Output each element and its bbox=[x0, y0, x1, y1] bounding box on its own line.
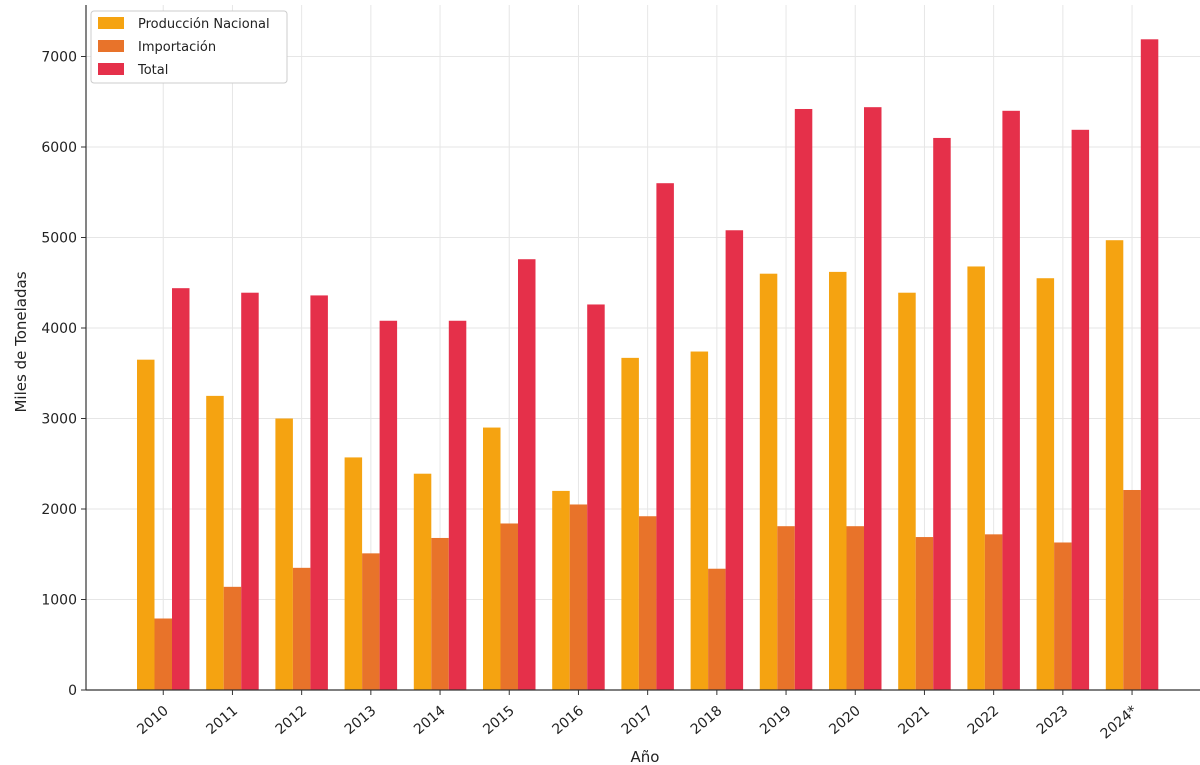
legend-label-total: Total bbox=[137, 63, 168, 78]
bar-2-10 bbox=[864, 107, 882, 691]
x-axis-label: Año bbox=[631, 748, 660, 765]
y-tick-label: 1000 bbox=[41, 593, 77, 609]
bar-2-0 bbox=[172, 288, 190, 690]
x-tick-label: 2017 bbox=[619, 703, 657, 738]
x-tick-label: 2018 bbox=[688, 703, 726, 738]
bar-1-1 bbox=[223, 586, 242, 690]
x-tick-label: 2022 bbox=[965, 703, 1003, 738]
bar-0-13 bbox=[1036, 278, 1055, 690]
bar-2-2 bbox=[310, 295, 328, 690]
y-tick-label: 7000 bbox=[41, 50, 77, 66]
bar-1-14 bbox=[1123, 489, 1141, 690]
x-tick-label: 2024* bbox=[1098, 703, 1141, 743]
x-tick-label: 2010 bbox=[134, 703, 172, 738]
x-tick-label: 2016 bbox=[549, 703, 587, 738]
legend-frame bbox=[90, 10, 288, 84]
bar-0-9 bbox=[759, 273, 778, 690]
axes bbox=[81, 5, 1200, 695]
bar-0-7 bbox=[621, 357, 639, 690]
bar-1-11 bbox=[915, 537, 934, 690]
y-tick-label: 2000 bbox=[41, 502, 77, 518]
bar-1-12 bbox=[984, 534, 1003, 690]
bar-1-0 bbox=[154, 618, 172, 690]
y-tick-label: 3000 bbox=[41, 412, 77, 428]
x-tick-label: 2013 bbox=[342, 703, 380, 738]
bar-1-7 bbox=[638, 516, 657, 690]
bar-2-4 bbox=[448, 320, 467, 690]
bar-2-13 bbox=[1071, 129, 1090, 690]
bar-2-6 bbox=[587, 304, 605, 690]
legend-label-importacion: Importación bbox=[138, 40, 216, 55]
legend-swatch-importacion bbox=[98, 40, 124, 52]
y-tick-label: 4000 bbox=[41, 321, 77, 337]
y-tick-label: 0 bbox=[68, 683, 77, 699]
bars bbox=[137, 39, 1159, 691]
bar-0-3 bbox=[344, 457, 363, 690]
bar-1-3 bbox=[362, 553, 380, 690]
bar-0-6 bbox=[552, 490, 570, 690]
bar-0-0 bbox=[137, 359, 155, 690]
bar-0-5 bbox=[483, 427, 501, 690]
bar-0-10 bbox=[829, 271, 847, 690]
y-tick-label: 5000 bbox=[41, 231, 77, 247]
bar-2-3 bbox=[379, 320, 398, 690]
bar-2-8 bbox=[725, 230, 744, 690]
bar-2-12 bbox=[1002, 110, 1020, 691]
legend: Producción Nacional Importación Total bbox=[90, 10, 288, 84]
x-tick-label: 2014 bbox=[411, 703, 449, 738]
bar-1-8 bbox=[708, 568, 726, 690]
bar-1-5 bbox=[500, 523, 518, 690]
bar-0-1 bbox=[206, 395, 224, 690]
bar-2-11 bbox=[933, 137, 951, 690]
bar-1-10 bbox=[846, 526, 864, 690]
bar-2-1 bbox=[241, 292, 259, 690]
x-tick-label: 2023 bbox=[1034, 703, 1072, 738]
legend-swatch-total bbox=[98, 63, 124, 75]
bar-0-12 bbox=[967, 266, 985, 690]
bar-1-6 bbox=[569, 504, 588, 690]
legend-label-produccion: Producción Nacional bbox=[138, 17, 270, 32]
bar-0-2 bbox=[275, 418, 293, 690]
x-tick-label: 2021 bbox=[895, 703, 933, 738]
bar-1-9 bbox=[777, 526, 795, 690]
legend-swatch-produccion bbox=[98, 17, 124, 29]
bar-1-13 bbox=[1054, 542, 1072, 690]
bar-0-11 bbox=[898, 292, 916, 690]
bar-0-8 bbox=[690, 351, 709, 690]
bar-2-14 bbox=[1140, 39, 1159, 691]
x-tick-label: 2020 bbox=[826, 703, 864, 738]
bar-1-2 bbox=[292, 567, 311, 690]
x-tick-label: 2015 bbox=[480, 703, 518, 738]
bar-2-7 bbox=[656, 183, 674, 690]
x-tick-label: 2019 bbox=[757, 703, 795, 738]
bar-0-4 bbox=[413, 473, 432, 690]
bar-0-14 bbox=[1105, 240, 1124, 690]
y-tick-label: 6000 bbox=[41, 140, 77, 156]
y-axis-label: Miles de Toneladas bbox=[12, 271, 30, 412]
bar-2-5 bbox=[518, 259, 536, 690]
x-tick-label: 2012 bbox=[273, 703, 311, 738]
x-tick-label: 2011 bbox=[203, 703, 241, 738]
bar-2-9 bbox=[794, 108, 813, 691]
bar-1-4 bbox=[431, 537, 449, 690]
